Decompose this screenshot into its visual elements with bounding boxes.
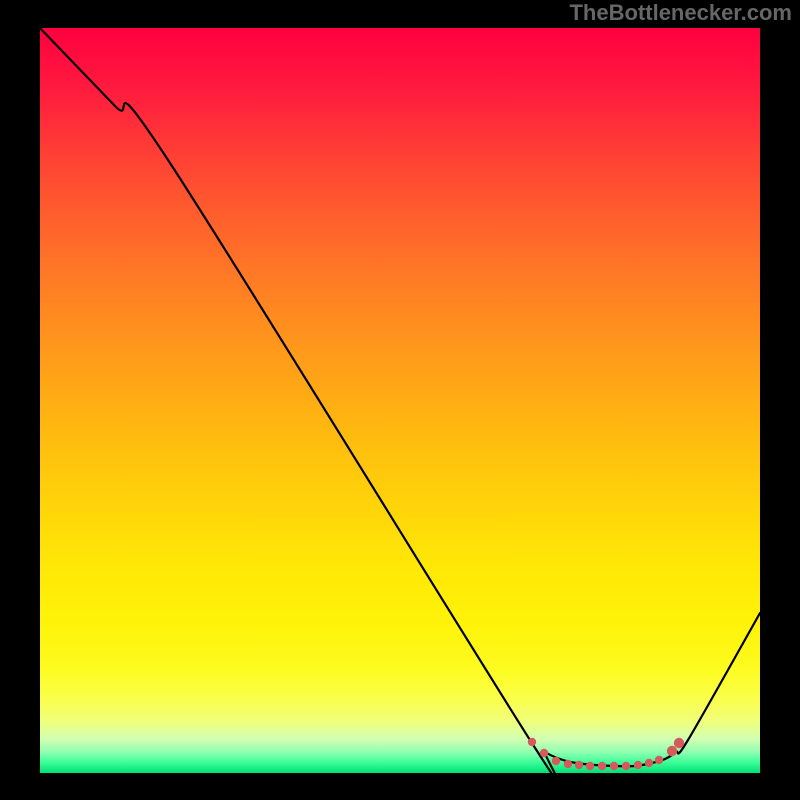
data-marker [575,761,583,769]
data-marker [610,762,618,770]
data-marker [586,762,594,770]
data-marker [622,762,630,770]
chart-svg [40,28,760,773]
data-marker [645,759,653,767]
plot-area [40,28,760,773]
data-marker [540,749,548,757]
data-marker [655,756,663,764]
data-marker [564,760,572,768]
data-marker [552,757,560,765]
data-marker [667,746,677,756]
data-marker [634,761,642,769]
watermark-text: TheBottlenecker.com [569,0,792,26]
data-marker [598,762,606,770]
chart-container: TheBottlenecker.com [0,0,800,800]
data-marker [674,738,684,748]
gradient-background [40,28,760,773]
data-marker [528,738,536,746]
